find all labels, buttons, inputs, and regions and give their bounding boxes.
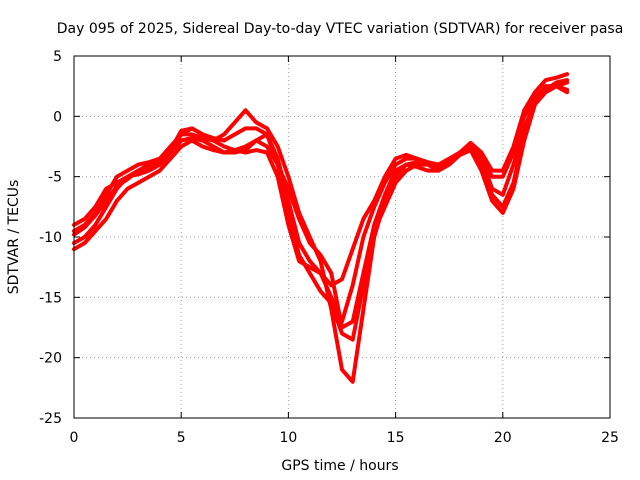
x-tick-label: 0 [70,430,79,446]
series-line-5: satellite track 5 [72,78,570,342]
x-tick-label: 10 [279,430,297,446]
chart-title: Day 095 of 2025, Sidereal Day-to-day VTE… [57,21,624,37]
y-tick-label: -10 [39,230,62,246]
y-axis-label: SDTVAR / TECUs [6,180,22,295]
y-tick-label: 5 [53,49,62,65]
series-line-3: satellite track 3 [72,80,570,384]
x-tick-label: 25 [601,430,619,446]
y-tick-label: -20 [39,351,62,367]
y-tick-label: 0 [53,109,62,125]
series-line-4: satellite track 4 [72,84,570,330]
x-tick-label: 15 [387,430,405,446]
y-tick-label: -5 [48,170,62,186]
y-tick-label: -25 [39,411,62,427]
grid-layer [74,56,610,418]
x-axis-label: GPS time / hours [281,458,398,474]
y-tick-label: -15 [39,290,62,306]
x-tick-label: 20 [494,430,512,446]
tick-layer: 0 5 10 15 20 25 5 0 -5 -10 -15 -20 -25 [39,49,619,446]
x-tick-label: 5 [177,430,186,446]
series-line-2: satellite track 2 [72,72,570,288]
series-layer: satellite track 1satellite track 2satell… [72,72,570,384]
